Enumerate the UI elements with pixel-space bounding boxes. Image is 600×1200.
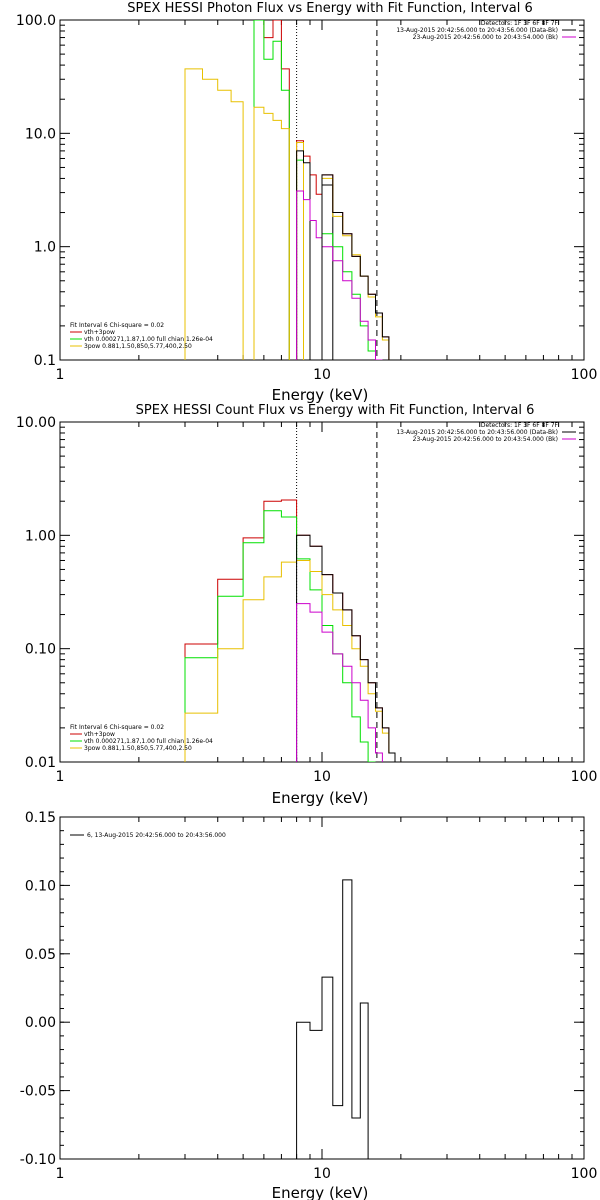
legend-bottom-left-text: vth+3pow (84, 329, 115, 336)
series-1 (184, 510, 376, 762)
y-tick-label: 1.00 (25, 528, 56, 544)
series-0 (296, 879, 377, 1159)
y-tick-label: 1.0 (34, 240, 56, 256)
x-tick-label: 10 (313, 367, 331, 383)
photon-flux-panel: SPEX HESSI Photon Flux vs Energy with Fi… (16, 1, 597, 404)
legend-bottom-left-text: Fit Interval 6 Chi-square = 0.02 (70, 724, 164, 731)
x-tick-label: 10 (313, 769, 331, 785)
x-tick-label: 1 (56, 367, 65, 383)
y-tick-label: -0.10 (20, 1152, 56, 1168)
count-flux-panel: SPEX HESSI Count Flux vs Energy with Fit… (16, 403, 597, 807)
series-group (296, 879, 377, 1159)
y-tick-label: 0.1 (34, 353, 56, 369)
x-tick-label: 100 (571, 1166, 598, 1182)
tail-magenta (321, 246, 383, 360)
y-tick-label: 100.0 (16, 13, 56, 29)
photon-flux-xlabel: Energy (keV) (272, 386, 369, 404)
series-4 (296, 603, 383, 762)
y-tick-label: 10.00 (16, 415, 56, 431)
count-flux-title: SPEX HESSI Count Flux vs Energy with Fit… (136, 403, 535, 418)
series-1 (253, 20, 304, 360)
y-tick-label: -0.05 (20, 1084, 56, 1100)
y-tick-label: 0.10 (25, 642, 56, 658)
legend-top-right-text: Detectors: 1F 3F 6F 8F 7F (481, 422, 559, 429)
x-tick-label: 10 (313, 1166, 331, 1182)
count-flux-xlabel: Energy (keV) (272, 789, 369, 807)
legend-top-left-text: 6, 13-Aug-2015 20:42:56.000 to 20:43:56.… (87, 832, 226, 839)
x-tick-label: 100 (571, 769, 598, 785)
y-tick-label: 0.01 (25, 755, 56, 771)
series-3 (296, 150, 334, 360)
y-tick-label: 0.00 (25, 1015, 56, 1031)
y-tick-label: 0.05 (25, 947, 56, 963)
series-group (184, 20, 395, 360)
legend-top-right-text: 13-Aug-2015 20:42:56.000 to 20:43:56.000… (396, 429, 558, 436)
series-0 (253, 20, 323, 360)
legend-top-right-text: 23-Aug-2015 20:42:56.000 to 20:43:54.000… (413, 34, 558, 41)
legend-bottom-left-text: Fit Interval 6 Chi-square = 0.02 (70, 322, 164, 329)
legend-top-right-text: 13-Aug-2015 20:42:56.000 to 20:43:56.000… (396, 27, 558, 34)
y-tick-label: 0.10 (25, 878, 56, 894)
legend-bottom-left-text: 3pow 0.881,1.50,850,5.77,400,2.50 (84, 745, 192, 752)
x-tick-label: 1 (56, 769, 65, 785)
legend-bottom-left-text: vth+3pow (84, 731, 115, 738)
legend-bottom-left-text: vth 0.000271,1.87,1.00 full chian 1.26e-… (84, 738, 213, 745)
legend-top-right-text: Detectors: 1F 3F 6F 8F 7F (481, 20, 559, 27)
series-group (184, 499, 401, 762)
photon-flux-title: SPEX HESSI Photon Flux vs Energy with Fi… (127, 1, 533, 16)
series-2 (184, 68, 304, 360)
residuals-panel: Energy (keV) 1 10 100 -0.10 -0.05 0.00 0.05 0.1… (20, 810, 598, 1200)
series-4 (296, 190, 323, 360)
x-tick-label: 1 (56, 1166, 65, 1182)
x-tick-label: 100 (571, 367, 598, 383)
tail-black (321, 174, 395, 360)
y-tick-label: 10.0 (25, 126, 56, 142)
legend-bottom-left-text: 3pow 0.881,1.50,850,5.77,400,2.50 (84, 343, 192, 350)
legend-bottom-left-text: vth 0.000271,1.87,1.00 full chian 1.26e-… (84, 336, 213, 343)
residuals-xlabel: Energy (keV) (272, 1184, 369, 1200)
series-3 (296, 534, 401, 762)
legend-top-right-text: 23-Aug-2015 20:42:56.000 to 20:43:54.000… (413, 436, 558, 443)
y-tick-label: 0.15 (25, 810, 56, 826)
